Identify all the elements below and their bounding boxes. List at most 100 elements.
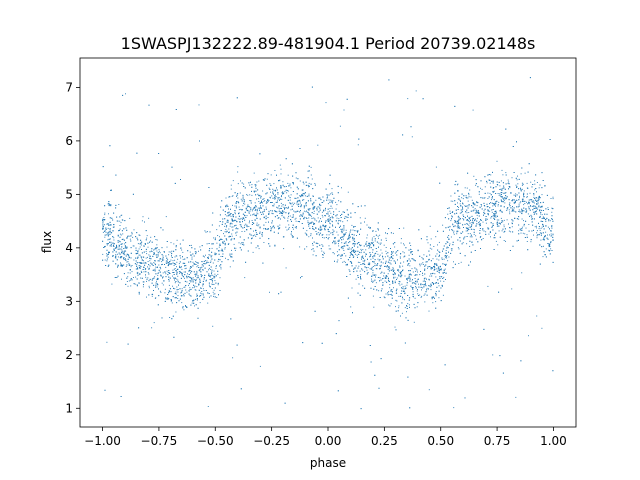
data-point bbox=[112, 230, 114, 232]
data-point bbox=[111, 283, 113, 285]
data-point bbox=[466, 223, 468, 225]
data-point bbox=[496, 221, 498, 223]
data-point bbox=[230, 208, 231, 210]
data-point bbox=[190, 280, 192, 282]
data-point bbox=[385, 293, 387, 295]
data-point bbox=[539, 229, 541, 231]
data-point bbox=[450, 248, 452, 250]
data-point bbox=[270, 191, 271, 193]
data-point bbox=[123, 243, 125, 245]
data-point bbox=[171, 302, 173, 304]
data-point bbox=[140, 277, 142, 279]
data-point bbox=[289, 185, 291, 187]
data-point bbox=[313, 206, 315, 208]
data-point bbox=[285, 189, 287, 191]
data-point bbox=[392, 243, 394, 245]
data-point bbox=[161, 247, 163, 249]
data-point bbox=[432, 302, 434, 304]
data-point bbox=[130, 252, 132, 254]
data-point bbox=[138, 254, 140, 256]
data-point bbox=[145, 276, 147, 278]
data-point bbox=[168, 264, 170, 266]
data-point bbox=[409, 280, 410, 282]
data-point bbox=[450, 236, 452, 238]
data-point bbox=[422, 262, 424, 264]
data-point bbox=[219, 236, 220, 238]
data-point bbox=[170, 242, 172, 244]
data-point bbox=[292, 236, 294, 238]
data-point bbox=[255, 214, 257, 216]
data-point bbox=[445, 257, 447, 259]
data-point bbox=[125, 93, 126, 95]
data-point bbox=[535, 197, 537, 199]
data-point bbox=[332, 252, 334, 254]
data-point bbox=[210, 262, 212, 263]
data-point bbox=[551, 218, 553, 220]
data-point bbox=[179, 265, 180, 267]
data-point bbox=[118, 229, 120, 231]
data-point bbox=[249, 220, 250, 222]
data-point bbox=[108, 231, 110, 233]
data-point bbox=[196, 266, 198, 268]
data-point bbox=[454, 213, 456, 215]
data-point bbox=[123, 252, 125, 254]
data-point bbox=[444, 268, 446, 270]
data-point bbox=[181, 290, 183, 292]
data-point bbox=[389, 259, 390, 261]
data-point bbox=[313, 195, 314, 197]
data-point bbox=[415, 270, 417, 272]
data-point bbox=[349, 233, 350, 235]
data-point bbox=[312, 244, 314, 246]
data-point bbox=[108, 264, 110, 266]
data-point bbox=[430, 268, 432, 270]
data-point bbox=[501, 196, 503, 198]
data-point bbox=[518, 230, 520, 232]
data-point bbox=[517, 206, 519, 208]
data-point bbox=[147, 246, 149, 248]
data-point bbox=[162, 272, 164, 274]
data-point bbox=[430, 284, 432, 286]
data-point bbox=[519, 228, 521, 230]
data-point bbox=[388, 280, 389, 282]
data-point bbox=[174, 282, 176, 284]
data-point bbox=[529, 215, 530, 217]
data-point bbox=[156, 278, 158, 280]
data-point bbox=[278, 205, 280, 207]
data-point bbox=[308, 193, 310, 195]
data-point bbox=[480, 187, 481, 189]
data-point bbox=[429, 244, 431, 246]
data-point bbox=[141, 277, 143, 279]
data-point bbox=[117, 265, 119, 267]
data-point bbox=[200, 287, 202, 289]
data-point bbox=[118, 240, 120, 242]
data-point bbox=[449, 210, 451, 212]
data-point bbox=[406, 278, 408, 280]
data-point bbox=[403, 291, 405, 292]
data-point bbox=[526, 241, 528, 242]
data-point bbox=[225, 228, 227, 230]
data-point bbox=[252, 208, 254, 210]
data-point bbox=[280, 186, 282, 188]
data-point bbox=[503, 224, 505, 226]
data-point bbox=[136, 237, 138, 239]
data-point bbox=[385, 253, 387, 255]
data-point bbox=[297, 178, 299, 180]
data-point bbox=[414, 282, 416, 284]
data-point bbox=[108, 251, 110, 253]
data-point bbox=[324, 226, 326, 227]
data-point bbox=[390, 293, 392, 295]
data-point bbox=[527, 213, 529, 215]
data-point bbox=[482, 229, 484, 231]
data-point bbox=[132, 236, 134, 238]
data-point bbox=[213, 289, 215, 291]
data-point bbox=[372, 256, 374, 258]
data-point bbox=[165, 273, 167, 275]
data-point bbox=[340, 228, 342, 230]
data-point bbox=[407, 264, 409, 266]
data-point bbox=[148, 285, 150, 287]
data-point bbox=[122, 252, 124, 254]
data-point bbox=[347, 191, 349, 193]
data-point bbox=[488, 174, 490, 175]
data-point bbox=[374, 259, 376, 261]
